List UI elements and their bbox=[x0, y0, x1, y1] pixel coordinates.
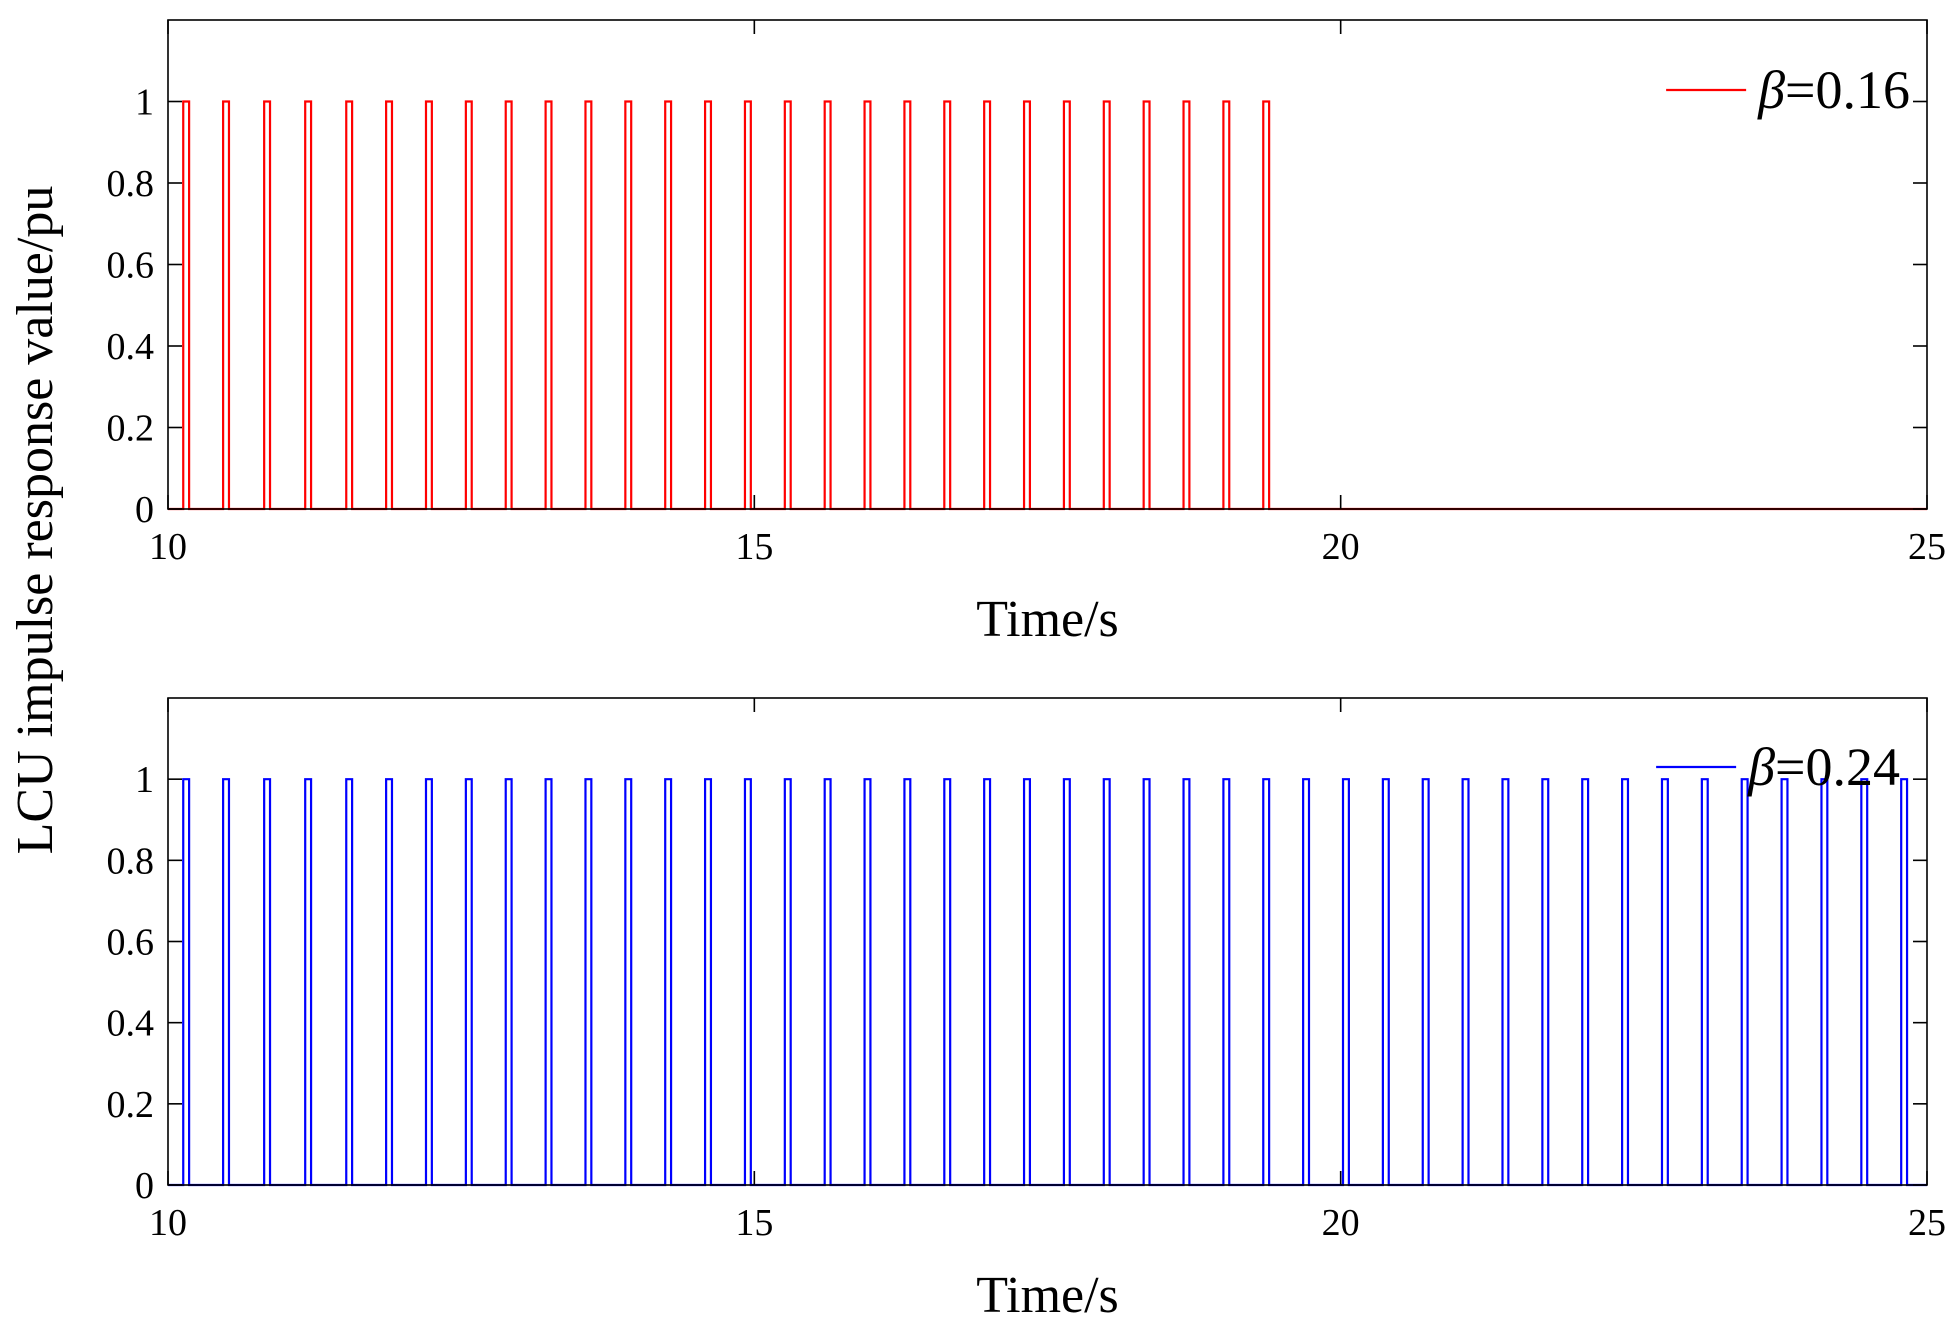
y-tick-label: 0.6 bbox=[107, 922, 155, 964]
x-tick-label: 10 bbox=[149, 526, 187, 568]
x-tick-label: 15 bbox=[735, 526, 773, 568]
y-tick-label: 0.8 bbox=[107, 163, 155, 205]
bottom-subplot: 10 15 20 25 0 0.2 0.4 0.6 0.8 1 Time/s β=0.24 bbox=[107, 697, 1946, 1324]
x-tick-label: 10 bbox=[149, 1202, 187, 1244]
y-tick-label: 0.8 bbox=[107, 840, 155, 882]
x-tick-label: 25 bbox=[1908, 1202, 1946, 1244]
x-tick-label: 20 bbox=[1322, 526, 1360, 568]
y-tick-label: 0.4 bbox=[107, 326, 155, 368]
x-tick-label: 20 bbox=[1322, 1202, 1360, 1244]
y-tick-label: 0 bbox=[135, 489, 154, 531]
legend-symbol: β bbox=[1747, 737, 1775, 797]
legend-label: β=0.16 bbox=[1757, 60, 1910, 120]
legend-label: β=0.24 bbox=[1747, 737, 1900, 797]
y-tick-label: 1 bbox=[135, 759, 154, 801]
legend-value: =0.24 bbox=[1775, 737, 1900, 797]
x-axis-label: Time/s bbox=[976, 591, 1119, 648]
y-tick-label: 0 bbox=[135, 1165, 154, 1207]
legend-symbol: β bbox=[1757, 60, 1785, 120]
legend-value: =0.16 bbox=[1785, 60, 1910, 120]
y-tick-label: 0.4 bbox=[107, 1003, 155, 1045]
y-tick-label: 0.2 bbox=[107, 408, 155, 450]
x-axis-label: Time/s bbox=[976, 1267, 1119, 1324]
y-tick-label: 0.2 bbox=[107, 1084, 155, 1126]
y-tick-label: 1 bbox=[135, 82, 154, 124]
legend-entry: β=0.16 bbox=[1666, 60, 1910, 120]
top-subplot: 10 15 20 25 0 0.2 0.4 0.6 0.8 1 Time/s β=0.16 bbox=[107, 19, 1946, 648]
shared-y-axis-label: LCU impulse response value/pu bbox=[7, 186, 64, 855]
x-tick-label: 15 bbox=[735, 1202, 773, 1244]
x-tick-label: 25 bbox=[1908, 526, 1946, 568]
y-tick-label: 0.6 bbox=[107, 245, 155, 287]
legend-entry: β=0.24 bbox=[1656, 737, 1900, 797]
